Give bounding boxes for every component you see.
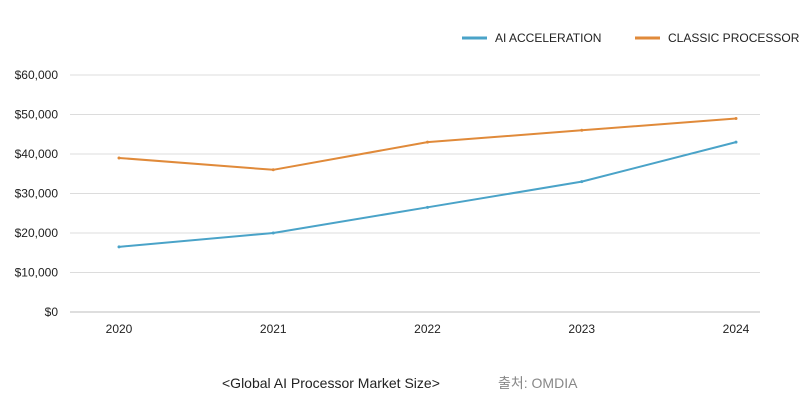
series-lines — [117, 116, 738, 249]
data-point-classic-processor — [117, 156, 121, 160]
x-axis-ticks: 2020 2021 2022 2023 2024 — [106, 322, 750, 336]
y-tick-label: $30,000 — [15, 187, 59, 201]
series-line-ai-acceleration — [118, 141, 737, 248]
data-point-classic-processor — [426, 140, 429, 144]
y-axis-ticks: $0 $10,000 $20,000 $30,000 $40,000 $50,000 $60… — [15, 68, 59, 319]
y-tick-label: $60,000 — [15, 68, 59, 82]
y-tick-label: $50,000 — [15, 108, 59, 122]
gridlines — [70, 74, 760, 313]
data-point-ai-acceleration — [117, 245, 121, 249]
chart-caption: <Global AI Processor Market Size> — [222, 375, 440, 391]
legend-item-classic-processor[interactable]: CLASSIC PROCESSOR — [635, 31, 800, 45]
data-point-classic-processor — [734, 116, 738, 120]
chart-source: 출처: OMDIA — [498, 375, 578, 391]
series-line-classic-processor — [118, 117, 737, 171]
y-tick-label: $10,000 — [15, 266, 59, 280]
data-point-ai-acceleration — [271, 231, 275, 235]
x-tick-label: 2022 — [414, 322, 441, 336]
legend-label-classic-processor: CLASSIC PROCESSOR — [668, 31, 800, 45]
data-point-ai-acceleration — [734, 140, 738, 144]
data-point-classic-processor — [271, 168, 275, 172]
data-point-ai-acceleration — [426, 205, 429, 209]
y-tick-label: $40,000 — [15, 147, 59, 161]
legend-label-ai-acceleration: AI ACCELERATION — [495, 31, 601, 45]
legend: AI ACCELERATION CLASSIC PROCESSOR — [462, 31, 800, 45]
data-point-classic-processor — [580, 128, 584, 132]
data-point-ai-acceleration — [580, 180, 584, 184]
x-tick-label: 2020 — [106, 322, 133, 336]
x-tick-label: 2023 — [568, 322, 595, 336]
x-tick-label: 2024 — [723, 322, 750, 336]
y-tick-label: $20,000 — [15, 226, 59, 240]
x-tick-label: 2021 — [260, 322, 287, 336]
y-tick-label: $0 — [45, 305, 59, 319]
legend-item-ai-acceleration[interactable]: AI ACCELERATION — [462, 31, 601, 45]
